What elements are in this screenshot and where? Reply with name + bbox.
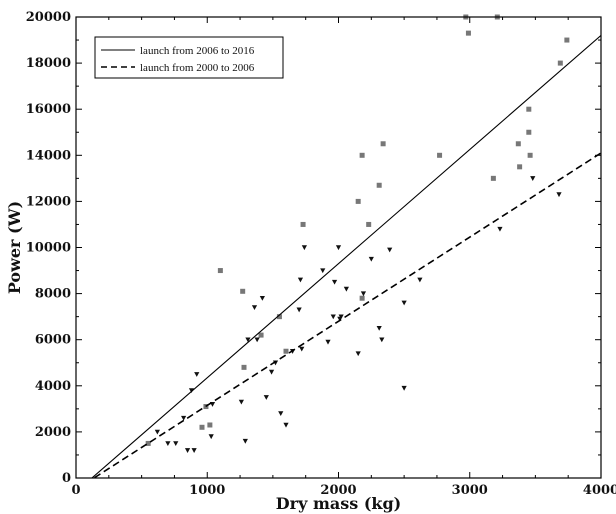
legend-label-2006-2016: launch from 2006 to 2016 <box>140 45 255 57</box>
point-triangle <box>268 369 275 375</box>
point-triangle <box>283 422 289 428</box>
point-triangle <box>379 337 385 343</box>
y-tick-label: 10000 <box>26 241 71 256</box>
point-square <box>526 106 532 112</box>
point-triangle <box>331 279 338 285</box>
point-triangle <box>401 300 407 306</box>
point-triangle <box>181 415 187 421</box>
point-square <box>557 60 563 66</box>
point-triangle <box>208 434 214 440</box>
y-tick-label: 14000 <box>26 148 71 163</box>
y-tick-label: 6000 <box>35 333 71 348</box>
point-square <box>380 141 386 147</box>
y-tick-label: 12000 <box>26 194 71 209</box>
point-triangle <box>278 411 284 417</box>
point-square <box>527 152 533 158</box>
y-tick-label: 18000 <box>26 56 71 71</box>
point-triangle <box>301 245 307 251</box>
point-square <box>564 37 570 43</box>
point-square <box>207 422 213 428</box>
point-square <box>366 221 372 227</box>
point-triangle <box>245 337 251 343</box>
point-triangle <box>299 346 305 352</box>
legend-box <box>94 36 284 79</box>
y-tick-label: 16000 <box>26 102 71 117</box>
point-triangle <box>376 325 382 331</box>
x-tick-label: 3000 <box>452 483 488 498</box>
fit-lines-layer <box>91 35 601 478</box>
point-triangle <box>355 351 361 357</box>
x-tick-label: 0 <box>71 483 80 498</box>
fit-line-dashed <box>92 152 601 478</box>
point-square <box>517 164 523 170</box>
point-square <box>515 141 521 147</box>
point-triangle <box>338 314 344 320</box>
point-triangle <box>401 385 407 391</box>
point-triangle <box>165 441 171 447</box>
point-triangle <box>343 286 349 292</box>
point-triangle <box>191 448 197 453</box>
y-tick-label: 2000 <box>35 425 71 440</box>
point-triangle <box>296 307 302 313</box>
point-triangle <box>368 256 374 262</box>
marks-layer <box>145 14 570 453</box>
x-tick-label: 1000 <box>189 483 225 498</box>
point-triangle <box>259 296 265 301</box>
point-square <box>240 288 246 294</box>
point-triangle <box>254 337 260 343</box>
point-square <box>145 440 151 446</box>
point-triangle <box>387 247 393 253</box>
y-axis-title: Power (W) <box>5 201 24 294</box>
point-triangle <box>173 441 179 447</box>
point-triangle <box>263 395 269 400</box>
point-triangle <box>335 245 342 251</box>
point-square <box>526 129 532 135</box>
x-axis-title: Dry mass (kg) <box>276 494 401 513</box>
point-triangle <box>320 268 326 274</box>
point-triangle <box>530 176 536 181</box>
point-triangle <box>194 372 200 377</box>
point-square <box>276 314 282 320</box>
legend: launch from 2006 to 2016 launch from 200… <box>94 36 284 79</box>
point-triangle <box>325 339 331 345</box>
point-square <box>437 152 443 158</box>
point-triangle <box>154 429 160 435</box>
point-square <box>355 198 361 204</box>
point-square <box>359 152 365 158</box>
point-triangle <box>238 399 244 405</box>
point-square <box>376 182 382 188</box>
point-square <box>258 332 264 338</box>
point-square <box>490 175 496 181</box>
point-square <box>217 268 223 274</box>
point-triangle <box>417 277 423 283</box>
y-tick-label: 8000 <box>35 287 71 302</box>
point-square <box>465 30 471 36</box>
point-square <box>283 348 289 354</box>
point-triangle <box>330 314 336 320</box>
point-triangle <box>297 277 304 283</box>
point-triangle <box>360 291 367 297</box>
legend-label-2000-2006: launch from 2000 to 2006 <box>140 62 255 74</box>
point-square <box>300 221 306 227</box>
y-tick-label: 20000 <box>26 10 71 25</box>
point-triangle <box>184 448 191 453</box>
point-square <box>359 295 365 301</box>
point-square <box>241 364 247 370</box>
point-triangle <box>556 192 562 198</box>
point-square <box>199 424 205 430</box>
x-tick-label: 4000 <box>583 483 616 498</box>
x-tick-label: 2000 <box>320 483 356 498</box>
fit-line-solid <box>91 35 601 478</box>
y-tick-label: 0 <box>62 471 71 486</box>
y-tick-label: 4000 <box>35 379 71 394</box>
point-triangle <box>188 388 195 394</box>
point-triangle <box>242 438 248 444</box>
ticks-layer: 0 1000 2000 3000 4000 0 2000 4000 6000 8000 10000 1… <box>26 10 616 498</box>
point-triangle <box>251 305 258 311</box>
point-triangle <box>497 226 503 232</box>
